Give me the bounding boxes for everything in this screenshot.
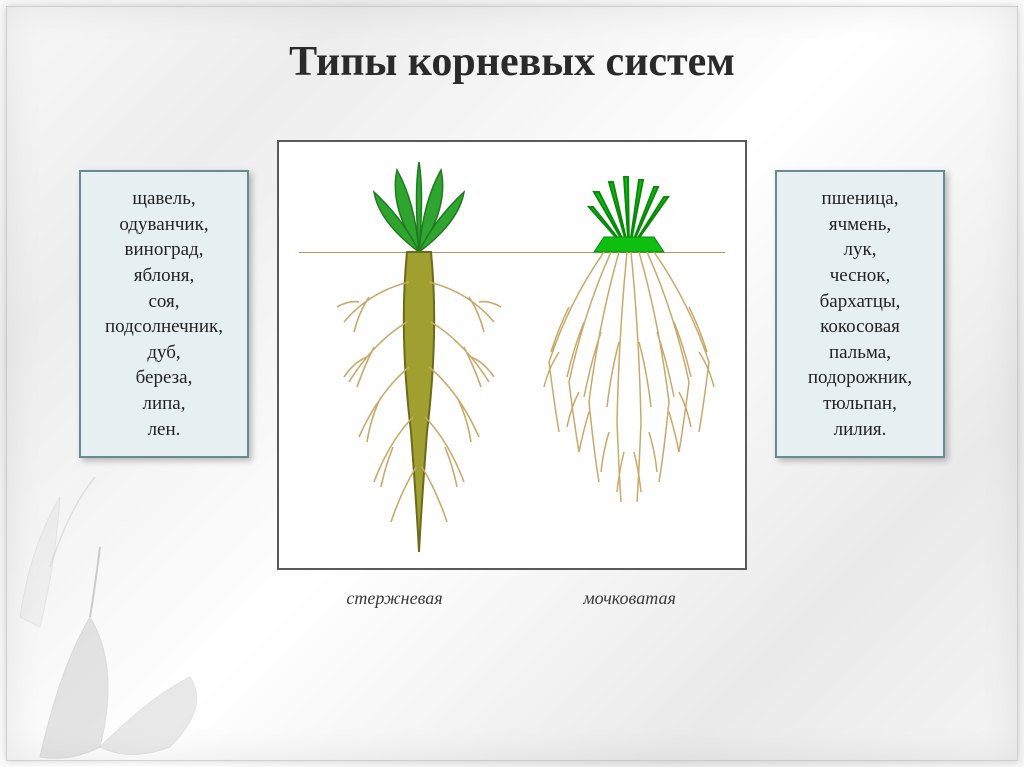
left-item: соя,	[91, 289, 237, 315]
left-item: дуб,	[91, 340, 237, 366]
diagram-captions: стержневая мочковатая	[277, 588, 747, 609]
left-item: щавель,	[91, 186, 237, 212]
right-item: пальма,	[787, 340, 933, 366]
left-item: липа,	[91, 391, 237, 417]
right-item: пшеница,	[787, 186, 933, 212]
right-item: подорожник,	[787, 365, 933, 391]
content-row: щавель, одуванчик, виноград, яблоня, соя…	[0, 140, 1024, 609]
left-item: подсолнечник,	[91, 314, 237, 340]
fibrous-root-illustration	[529, 152, 729, 562]
taproot-illustration	[319, 152, 519, 562]
left-examples-box: щавель, одуванчик, виноград, яблоня, соя…	[79, 170, 249, 458]
right-item: тюльпан,	[787, 391, 933, 417]
fibrous-caption: мочковатая	[512, 588, 747, 609]
root-diagram	[277, 140, 747, 570]
right-item: чеснок,	[787, 263, 933, 289]
right-item: лук,	[787, 237, 933, 263]
diagram-column: стержневая мочковатая	[277, 140, 747, 609]
taproot-caption: стержневая	[277, 588, 512, 609]
right-item: лилия.	[787, 417, 933, 443]
left-item: лен.	[91, 417, 237, 443]
right-item: бархатцы,	[787, 289, 933, 315]
left-item: береза,	[91, 365, 237, 391]
left-item: виноград,	[91, 237, 237, 263]
right-item: ячмень,	[787, 212, 933, 238]
right-item: кокосовая	[787, 314, 933, 340]
right-examples-box: пшеница, ячмень, лук, чеснок, бархатцы, …	[775, 170, 945, 458]
left-item: одуванчик,	[91, 212, 237, 238]
left-item: яблоня,	[91, 263, 237, 289]
page-title: Типы корневых систем	[0, 0, 1024, 86]
